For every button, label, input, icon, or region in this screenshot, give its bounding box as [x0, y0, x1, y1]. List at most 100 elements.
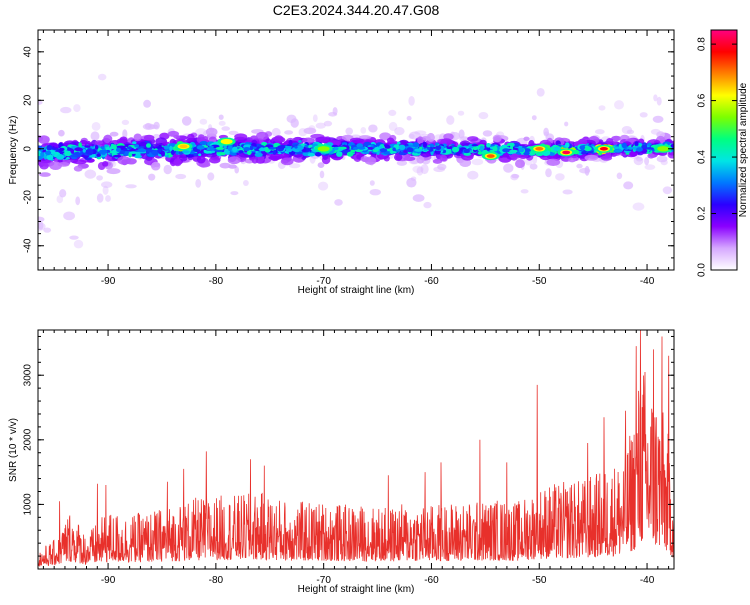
heatmap-cell: [315, 151, 322, 157]
heatmap-cell: [106, 168, 121, 175]
heatmap-cell: [122, 129, 128, 139]
heatmap-cell: [298, 140, 302, 143]
heatmap-cell: [195, 128, 207, 137]
heatmap-cell: [78, 142, 82, 148]
heatmap-cell: [553, 147, 561, 151]
heatmap-cell: [112, 154, 122, 158]
heatmap-cell: [211, 150, 216, 153]
heatmap-cell: [422, 141, 427, 148]
heatmap-cell: [109, 131, 119, 137]
heatmap-cell: [576, 163, 583, 169]
heatmap-cell: [523, 136, 530, 141]
heatmap-cell: [452, 146, 460, 153]
colorbar-scale: [710, 29, 738, 271]
heatmap-cell: [532, 154, 538, 164]
heatmap-cell: [79, 140, 88, 145]
spectrogram-y-label: Frequency (Hz): [8, 116, 19, 185]
heatmap-cell: [472, 146, 478, 151]
heatmap-cell: [457, 110, 465, 116]
heatmap-cell: [357, 146, 366, 150]
heatmap-cell: [96, 153, 101, 157]
heatmap-cell: [388, 121, 398, 131]
heatmap-cell: [446, 146, 453, 150]
heatmap-cell: [205, 127, 218, 137]
heatmap-cell: [43, 227, 52, 233]
heatmap-cell: [101, 181, 113, 188]
heatmap-cell: [102, 185, 109, 195]
heatmap-cell: [133, 133, 142, 142]
heatmap-cell: [339, 146, 347, 150]
heatmap-cell: [412, 194, 425, 202]
x-tick-label: -60: [424, 276, 439, 287]
heatmap-cell: [535, 151, 544, 157]
heatmap-cell: [565, 142, 570, 148]
heatmap-cell: [467, 136, 479, 142]
heatmap-peak: [562, 150, 571, 155]
heatmap-peak: [659, 146, 668, 151]
heatmap-cell: [670, 143, 674, 148]
heatmap-cell: [326, 142, 334, 147]
heatmap-cell: [420, 164, 429, 175]
heatmap-cell: [146, 143, 151, 148]
heatmap-cell: [75, 196, 81, 206]
colorbar: 0.0 0.2 0.4 0.6 0.8 Normalized spectral ampl…: [697, 29, 749, 277]
heatmap-cell: [273, 135, 284, 144]
heatmap-cell: [412, 165, 424, 173]
heatmap-cell: [96, 193, 104, 203]
heatmap-cell: [379, 148, 388, 153]
heatmap-cell: [509, 149, 518, 153]
snr-y-label: SNR (10 * v/v): [8, 418, 19, 482]
heatmap-cell: [45, 150, 52, 156]
heatmap-cell: [57, 162, 70, 167]
heatmap-cell: [94, 144, 99, 150]
heatmap-cell: [408, 96, 415, 106]
heatmap-peak: [179, 144, 188, 149]
heatmap-cell: [392, 147, 396, 152]
heatmap-cell: [134, 154, 143, 159]
heatmap-cell: [511, 147, 519, 151]
heatmap-cell: [316, 136, 330, 143]
heatmap-cell: [113, 144, 117, 150]
heatmap-cell: [175, 173, 187, 180]
y-tick-label: 40: [23, 46, 34, 58]
heatmap-cell: [579, 145, 586, 150]
x-tick-label: -80: [209, 575, 224, 586]
heatmap-cell: [616, 172, 623, 180]
heatmap-cell: [417, 136, 424, 145]
heatmap-cell: [258, 147, 267, 152]
heatmap-cell: [414, 148, 423, 152]
heatmap-peak: [319, 146, 328, 151]
heatmap-cell: [333, 146, 339, 151]
y-tick-label: 2000: [23, 428, 34, 451]
heatmap-cell: [104, 144, 109, 148]
heatmap-cell: [117, 145, 126, 149]
heatmap-cell: [203, 145, 208, 148]
heatmap-cell: [151, 149, 159, 156]
heatmap-cell: [374, 147, 380, 150]
heatmap-cell: [653, 94, 658, 102]
snr-x-ticks: -90 -80 -70 -60 -50 -40: [42, 330, 670, 586]
x-tick-label: -50: [532, 276, 547, 287]
heatmap-cell: [509, 142, 515, 147]
heatmap-cell: [167, 130, 180, 137]
heatmap-cell: [350, 149, 356, 153]
heatmap-cell: [63, 211, 75, 221]
heatmap-cell: [463, 152, 471, 156]
colorbar-label: Normalized spectral amplitude: [738, 82, 749, 217]
heatmap-cell: [437, 163, 447, 171]
heatmap-cell: [125, 184, 137, 189]
heatmap-cell: [439, 154, 448, 162]
heatmap-cell: [471, 158, 484, 166]
heatmap-cell: [412, 142, 420, 148]
heatmap-cell: [568, 157, 577, 163]
heatmap-cell: [345, 127, 354, 135]
heatmap-cell: [156, 146, 163, 150]
heatmap-cell: [406, 115, 412, 121]
heatmap-cell: [38, 145, 43, 149]
heatmap-cell: [614, 149, 623, 153]
heatmap-cell: [198, 153, 202, 156]
heatmap-cell: [579, 167, 591, 174]
x-tick-label: -90: [101, 575, 116, 586]
heatmap-cell: [60, 106, 72, 114]
x-tick-label: -40: [640, 575, 655, 586]
